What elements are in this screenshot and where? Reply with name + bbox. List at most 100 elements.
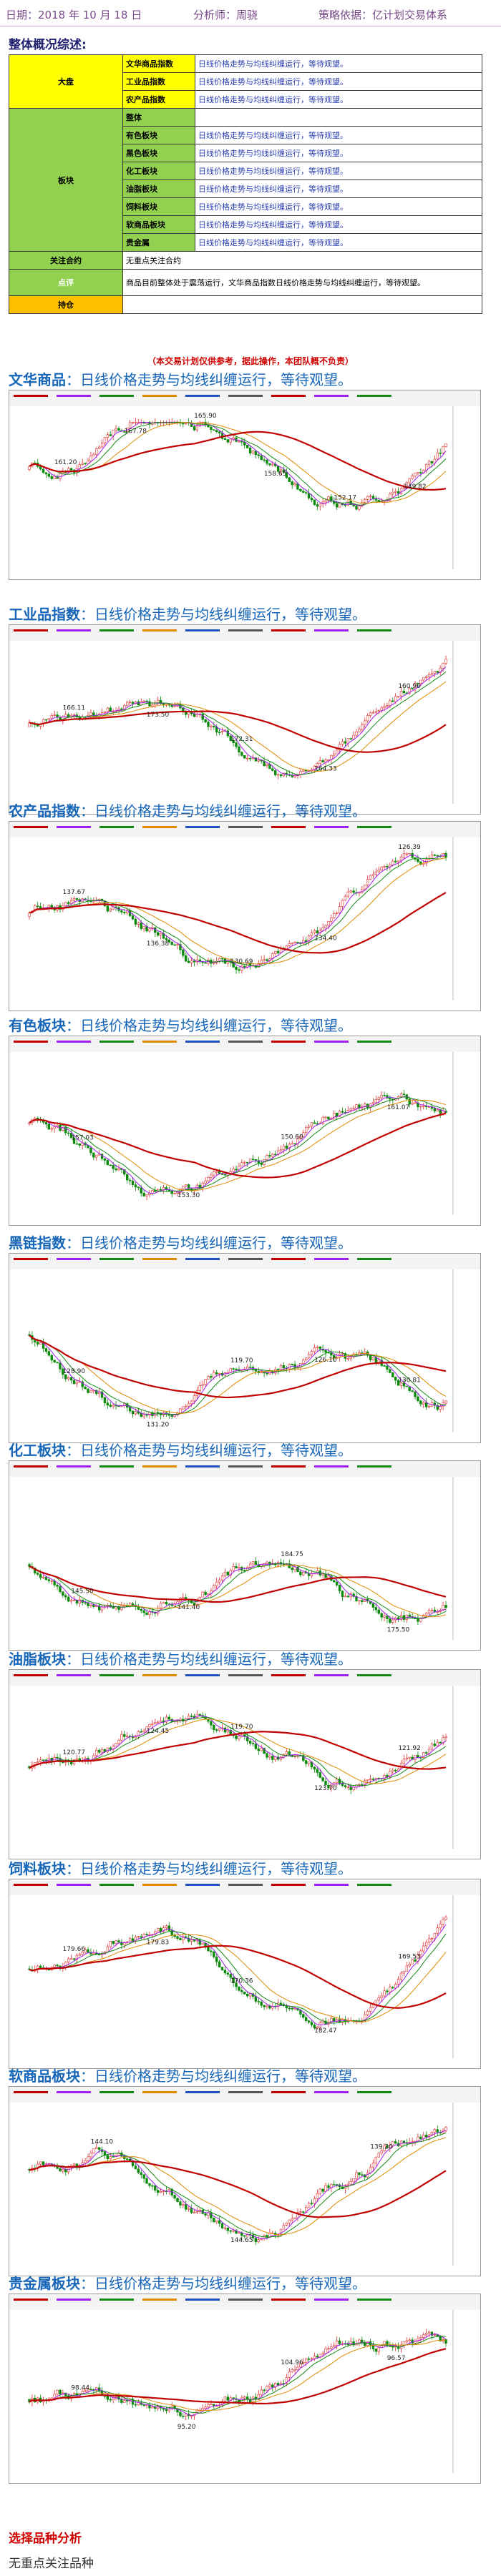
candlestick [411,1612,414,1619]
candlestick [215,1370,218,1376]
overview-row: 油脂板块 日线价格走势与均线纠缠运行，等待观望。 [9,180,482,198]
chart-info-bar [9,390,480,406]
candlestick [64,2392,67,2400]
candlestick [399,1760,403,1769]
candlestick [173,1932,176,1939]
candlestick [285,1365,288,1372]
candlestick [333,1110,336,1121]
candlestick [198,957,201,964]
candlestick [417,855,419,864]
moving-average-line [29,1096,447,1192]
candlestick [263,955,266,964]
candlestick [257,1744,260,1755]
candlestick [417,2335,419,2344]
candlestick [254,1739,258,1750]
price-annotation: 149.82 [404,483,427,491]
candlestick [399,687,403,701]
candlestick [123,431,126,433]
candlestick [109,1401,112,1408]
candlestick [383,865,386,870]
candlestick [374,2156,378,2167]
chart-info-swatch [185,1674,220,1676]
candlestick [235,739,238,749]
candlestick [115,425,117,434]
candlestick [352,504,355,508]
candlestick [361,2336,364,2345]
chart-info-swatch [271,629,306,631]
candlestick [352,731,355,741]
moving-average-line [29,1334,447,1399]
candlestick [335,748,339,754]
candlestick [371,2002,375,2009]
moving-average-line [29,2137,447,2236]
candlestick [128,1178,132,1186]
chart-info-swatch [357,826,391,828]
candlestick [156,2186,160,2196]
candlestick [257,1156,260,1166]
candlestick [218,1577,221,1585]
candlestick [162,2407,165,2412]
moving-average-line [29,421,447,506]
candlestick [89,1389,92,1393]
chart-info-bar [9,1036,480,1052]
candlestick [154,1611,157,1617]
candlestick [318,1769,321,1779]
candlestick [355,1103,358,1113]
candlestick [109,1164,112,1166]
chart-info-swatch [357,1041,391,1043]
candlestick [59,2389,62,2398]
candlestick [176,942,179,950]
candlestick [109,1940,112,1949]
candlestick [220,727,224,735]
price-annotation: 169.53 [398,1953,421,1960]
candlestick [232,2228,235,2233]
candlestick [371,494,375,501]
candlestick [310,929,313,938]
chart-info-swatch [99,826,134,828]
candlestick [131,1177,135,1188]
section-text: ：日线价格走势与均线纠缠运行，等待观望。 [66,1017,352,1034]
candlestick [268,1368,271,1375]
candlestick [436,2334,439,2337]
candlestick [257,1997,260,2005]
moving-average-line [29,710,447,753]
chart-info-swatch [57,395,91,397]
candlestick [210,1172,213,1181]
candlestick [120,909,123,915]
candlestick [380,1611,383,1621]
section-text: ：日线价格走势与均线纠缠运行，等待观望。 [66,1442,352,1459]
candlestick [397,487,400,497]
chart-info-swatch [99,1041,134,1043]
candlestick [352,1352,355,1359]
candlestick [89,2150,92,2160]
chart-info-swatch [57,826,91,828]
candlestick [307,934,311,946]
candlestick [402,1754,406,1766]
candlestick [134,1935,137,1944]
candlestick [103,437,107,446]
candlestick [349,2178,352,2186]
candlestick [288,940,291,948]
candlestick [266,762,268,768]
candlestick [140,1410,142,1418]
chart-info-swatch [357,1258,391,1260]
candlestick [84,1601,87,1606]
candlestick [408,1096,411,1108]
candlestick [187,2206,190,2212]
section-text: ：日线价格走势与均线纠缠运行，等待观望。 [80,2275,366,2292]
candlestick [304,1759,308,1767]
candlestick [276,948,280,956]
chart-info-swatch [14,2091,48,2093]
candlestick [89,451,92,463]
candlestick [397,2139,400,2148]
chart-info-swatch [185,2091,220,2093]
candlestick [327,1781,330,1791]
moving-average-line [29,1099,447,1191]
candlestick [69,467,73,473]
candlestick [282,2222,286,2230]
price-annotation: 119.70 [230,1357,253,1365]
candlestick [37,1758,39,1764]
candlestick [341,1591,344,1601]
chart-info-swatch [228,2299,263,2301]
chart-info-swatch [228,629,263,631]
